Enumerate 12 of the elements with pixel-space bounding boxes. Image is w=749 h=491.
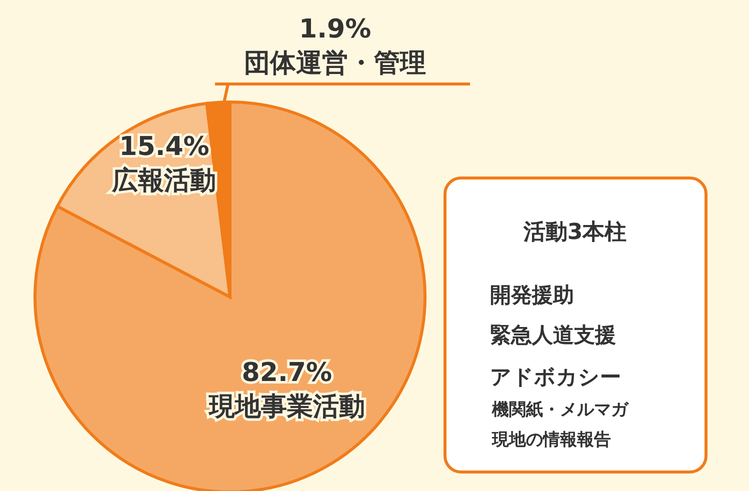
text: アドボカシー (490, 365, 621, 389)
data-label: 15.4% (119, 132, 210, 162)
data-label: 1.9% (299, 14, 372, 44)
text: 活動3本柱 (522, 220, 627, 245)
slice-label: 団体運営・管理 (244, 48, 426, 78)
slice-label: 現地事業活動 (208, 392, 365, 422)
text: 開発援助 (490, 283, 574, 307)
data-label: 82.7% (242, 358, 332, 388)
text: 緊急人道支援 (490, 323, 616, 347)
text: 現地の情報報告 (491, 430, 611, 450)
slice-label: 広報活動 (111, 166, 216, 196)
text: 機関紙・メルマガ (491, 400, 629, 420)
